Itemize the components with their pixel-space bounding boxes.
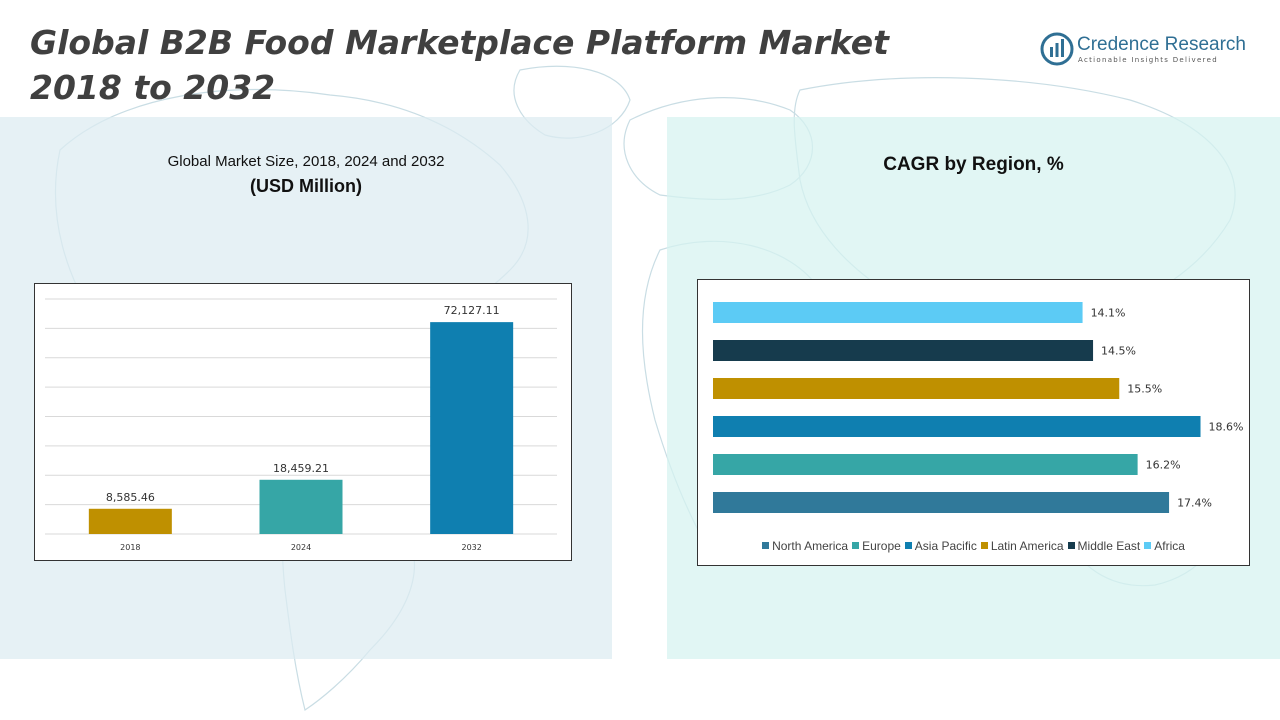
cagr-heading: CAGR by Region, % xyxy=(883,154,1064,175)
legend-swatch-north-america xyxy=(762,542,770,549)
cagr-chart: 17.4% 16.2% 18.6% 15.5% 14.5% 14.1% North Ame… xyxy=(697,279,1250,566)
legend-swatch-europe xyxy=(852,542,860,549)
data-label-europe: 16.2% xyxy=(1146,459,1181,472)
legend-item-asia-pacific: Asia Pacific xyxy=(904,539,977,553)
legend-label-europe: Europe xyxy=(862,539,901,553)
data-label-2024: 18,459.21 xyxy=(273,462,329,475)
title-line-2: 2018 to 2032 xyxy=(30,68,276,107)
data-label-2018: 8,585.46 xyxy=(106,491,155,504)
legend-label-north-america: North America xyxy=(772,539,849,553)
logo-name: Credence Research xyxy=(1077,34,1246,55)
legend-item-middle-east: Middle East xyxy=(1067,539,1141,553)
logo-tagline: Actionable Insights Delivered xyxy=(1078,56,1218,64)
market-size-heading: Global Market Size, 2018, 2024 and 2032 xyxy=(167,153,445,170)
cagr-legend: North America Europe Asia Pacific Latin Ame… xyxy=(698,539,1249,553)
data-label-africa: 14.1% xyxy=(1091,307,1126,320)
bar-middle-east xyxy=(713,340,1094,361)
legend-label-middle-east: Middle East xyxy=(1077,539,1141,553)
market-size-chart: 8,585.46 2018 18,459.21 2024 72,127.11 2032 xyxy=(34,283,572,561)
market-size-subheading: (USD Million) xyxy=(250,176,362,196)
bar-africa xyxy=(713,302,1083,323)
bar-2018 xyxy=(88,508,172,534)
bar-2032 xyxy=(430,322,514,534)
legend-item-north-america: North America xyxy=(762,539,848,553)
bar-latin-america xyxy=(713,378,1120,399)
bar-north-america xyxy=(713,492,1170,513)
market-size-chart-svg: 8,585.46 2018 18,459.21 2024 72,127.11 2032 xyxy=(45,298,557,552)
legend-label-latin-america: Latin America xyxy=(990,539,1064,553)
legend-swatch-middle-east xyxy=(1067,542,1075,549)
cagr-chart-svg: 17.4% 16.2% 18.6% 15.5% 14.5% 14.1% xyxy=(713,302,1244,513)
legend-item-africa: Africa xyxy=(1144,539,1185,553)
data-label-middle-east: 14.5% xyxy=(1101,345,1136,358)
data-label-2032: 72,127.11 xyxy=(444,304,500,317)
bar-europe xyxy=(713,454,1138,475)
legend-swatch-latin-america xyxy=(980,542,988,549)
legend-label-asia-pacific: Asia Pacific xyxy=(914,539,977,553)
x-tick-2018: 2018 xyxy=(120,543,140,552)
legend-item-latin-america: Latin America xyxy=(980,539,1064,553)
x-tick-2024: 2024 xyxy=(291,543,311,552)
data-label-latin-america: 15.5% xyxy=(1127,383,1162,396)
logo-mark-icon xyxy=(1040,32,1074,66)
data-label-north-america: 17.4% xyxy=(1177,497,1212,510)
bar-2024 xyxy=(259,479,343,534)
title-line-1: Global B2B Food Marketplace Platform Mar… xyxy=(30,23,889,62)
legend-swatch-asia-pacific xyxy=(904,542,912,549)
credence-research-logo: Credence Research Actionable Insights De… xyxy=(1040,32,1260,72)
legend-item-europe: Europe xyxy=(852,539,901,553)
data-label-asia-pacific: 18.6% xyxy=(1209,421,1244,434)
legend-swatch-africa xyxy=(1144,542,1152,549)
bar-asia-pacific xyxy=(713,416,1201,437)
page-title: Global B2B Food Marketplace Platform Mar… xyxy=(30,20,889,110)
x-tick-2032: 2032 xyxy=(461,543,481,552)
legend-label-africa: Africa xyxy=(1154,539,1185,553)
